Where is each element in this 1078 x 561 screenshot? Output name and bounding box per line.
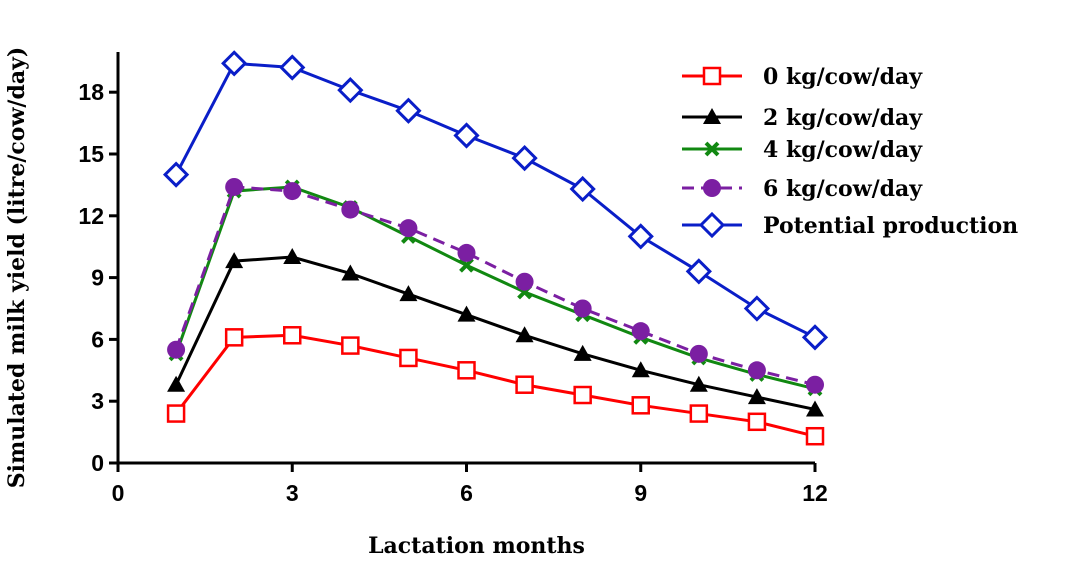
data-point: [631, 396, 650, 415]
data-point: [747, 412, 767, 432]
data-point: [395, 97, 422, 124]
legend-label: 0 kg/cow/day: [763, 64, 923, 90]
data-point: [511, 144, 538, 172]
data-point: [805, 426, 825, 446]
data-point: [459, 257, 474, 273]
data-point: [573, 299, 592, 318]
legend-marker: [703, 108, 721, 124]
x-tick-label: 9: [634, 480, 647, 506]
data-point: [341, 200, 360, 219]
data-point: [283, 182, 302, 201]
y-tick-label: 3: [91, 388, 104, 414]
data-point: [399, 348, 418, 368]
series-3: [167, 177, 824, 394]
axes: 0 3 6 9 12 15 18 0 3 6 9 12: [78, 52, 828, 506]
data-point: [224, 328, 244, 347]
data-point: [225, 252, 244, 269]
legend-item: Potential production: [682, 211, 1018, 239]
series-line: [174, 185, 816, 391]
y-tick-label: 18: [78, 79, 104, 105]
data-point: [747, 361, 766, 380]
series-line: [174, 185, 816, 387]
legend-label: 4 kg/cow/day: [763, 137, 923, 163]
data-point: [166, 404, 186, 423]
data-point: [399, 285, 418, 302]
legend-marker: [704, 141, 720, 157]
data-point: [627, 223, 654, 250]
data-point: [225, 177, 244, 196]
data-point: [457, 243, 476, 262]
data-point: [283, 326, 302, 345]
data-point: [457, 305, 476, 322]
data-point: [167, 340, 186, 359]
legend-label: 6 kg/cow/day: [763, 176, 923, 202]
legend-label: 2 kg/cow/day: [763, 105, 923, 131]
series-0: [166, 326, 825, 446]
legend-item: 0 kg/cow/day: [682, 64, 923, 90]
legend-label: Potential production: [763, 213, 1018, 239]
series-line: [174, 255, 816, 411]
data-point: [573, 385, 592, 405]
data-point: [743, 295, 771, 322]
data-point: [689, 404, 709, 423]
x-tick-label: 6: [460, 480, 473, 506]
x-axis-title: Lactation months: [368, 533, 585, 559]
data-point: [631, 361, 650, 378]
data-point: [337, 77, 364, 104]
y-tick-label: 15: [78, 141, 104, 167]
data-point: [569, 175, 596, 203]
data-point: [685, 258, 712, 285]
legend-item: 4 kg/cow/day: [682, 137, 923, 163]
x-tick-label: 3: [286, 480, 299, 506]
data-point: [747, 388, 766, 405]
data-point: [806, 375, 824, 394]
data-point: [283, 248, 302, 264]
data-point: [162, 161, 190, 188]
data-point: [399, 219, 418, 238]
legend-marker: [703, 179, 721, 197]
y-axis-title: Simulated milk yield (litre/cow/day): [4, 47, 30, 489]
legend-item: 2 kg/cow/day: [682, 105, 923, 131]
series-4: [162, 50, 829, 351]
data-point: [167, 375, 186, 392]
data-point: [453, 122, 480, 149]
y-tick-label: 0: [91, 450, 104, 476]
data-point: [689, 375, 708, 392]
data-point: [806, 400, 824, 417]
data-point: [515, 326, 534, 343]
data-point: [221, 50, 248, 77]
series-line: [174, 61, 816, 339]
data-point: [515, 375, 534, 394]
y-tick-label: 6: [91, 326, 104, 352]
legend: 0 kg/cow/day 2 kg/cow/day 4 kg/cow/day 6 kg…: [682, 64, 1018, 239]
data-point: [279, 54, 306, 81]
data-point: [341, 336, 360, 355]
legend-marker: [698, 211, 726, 239]
data-point: [689, 344, 708, 363]
data-point: [573, 344, 592, 361]
data-point: [515, 272, 534, 291]
x-tick-label: 0: [112, 480, 125, 506]
series-1: [167, 248, 824, 417]
legend-marker: [702, 66, 722, 86]
data-point: [801, 324, 829, 351]
data-point: [457, 361, 476, 380]
y-tick-label: 9: [91, 265, 104, 291]
data-point: [341, 264, 360, 281]
data-point: [631, 322, 650, 341]
x-tick-label: 12: [802, 480, 828, 506]
series-line: [174, 333, 816, 438]
y-tick-label: 12: [78, 203, 104, 229]
legend-item: 6 kg/cow/day: [682, 176, 923, 202]
series-layer: [162, 50, 829, 446]
